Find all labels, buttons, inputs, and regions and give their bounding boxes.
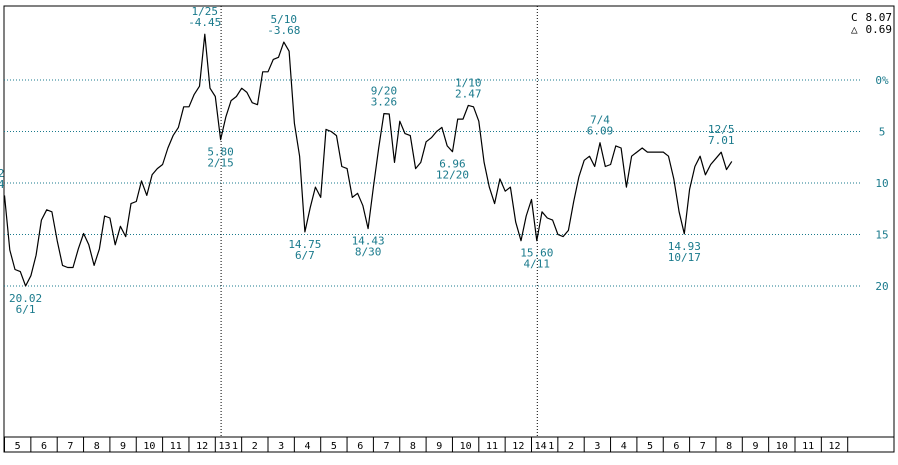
- x-tick-label-25: 6: [673, 441, 679, 452]
- x-tick-label-24: 5: [647, 441, 653, 452]
- annotation-11-line1: 7/4: [590, 114, 610, 127]
- legend: C 8.07 △ 0.69: [851, 11, 892, 36]
- annotation-3-line1: 5.80: [207, 146, 234, 159]
- annotation-4-line2: -3.68: [267, 24, 300, 37]
- x-tick-label-17: 10: [460, 441, 472, 452]
- x-year-label-1: 14: [535, 441, 547, 452]
- annotation-8-line1: 6.96: [439, 158, 466, 171]
- y-tick-label-0: 0%: [875, 74, 889, 87]
- annotation-5-line1: 14.75: [288, 238, 321, 251]
- legend-close-symbol: C: [851, 11, 858, 24]
- x-tick-label-19: 12: [512, 441, 524, 452]
- y-tick-label-4: 20: [875, 280, 888, 293]
- x-tick-label-8: 1: [232, 441, 238, 452]
- x-tick-label-21: 2: [568, 441, 574, 452]
- plot-border: [3, 5, 895, 453]
- annotation-6-line1: 14.43: [352, 235, 385, 248]
- x-tick-label-4: 9: [120, 441, 126, 452]
- series-line-0: [3, 33, 733, 287]
- x-tick-label-1: 6: [41, 441, 47, 452]
- legend-change-value: 0.69: [866, 23, 893, 36]
- annotation-9-line1: 1/10: [455, 76, 482, 89]
- annotation-2-line2: -4.45: [188, 16, 221, 29]
- annotation-9-line2: 2.47: [455, 87, 482, 100]
- annotation-12-line1: 14.93: [668, 240, 701, 253]
- x-tick-label-13: 6: [357, 441, 363, 452]
- annotation-12-line2: 10/17: [668, 251, 701, 264]
- x-tick-label-22: 3: [594, 441, 600, 452]
- x-tick-label-15: 8: [410, 441, 416, 452]
- annotation-13-line2: 7.01: [708, 134, 735, 147]
- x-tick-label-3: 8: [94, 441, 100, 452]
- x-tick-label-10: 3: [278, 441, 284, 452]
- x-tick-label-2: 7: [67, 441, 73, 452]
- y-tick-label-3: 15: [875, 229, 888, 242]
- x-tick-label-29: 10: [776, 441, 788, 452]
- x-axis-month-strip: 5 6 7 8 9 10 11 12 1 2 3 4 5 6 7 8 9 10 11 12 1 2 3 4 5 6 7 8 9 10 11 1…: [4, 437, 849, 452]
- annotation-0-line1: 5/2: [0, 167, 5, 180]
- legend-close-value: 8.07: [866, 11, 893, 24]
- series-line-group: [3, 33, 733, 287]
- x-tick-label-27: 8: [726, 441, 732, 452]
- grid-lines: [4, 6, 860, 437]
- x-tick-label-6: 11: [170, 441, 182, 452]
- x-tick-label-12: 5: [331, 441, 337, 452]
- x-year-label-0: 13: [218, 441, 230, 452]
- x-tick-label-16: 9: [436, 441, 442, 452]
- y-axis-ticks: 0% 5 10 15 20: [875, 74, 889, 293]
- x-tick-label-14: 7: [384, 441, 390, 452]
- x-tick-label-31: 12: [829, 441, 841, 452]
- annotation-5-line2: 6/7: [295, 249, 315, 262]
- y-tick-label-2: 10: [875, 177, 888, 190]
- annotation-6-line2: 8/30: [355, 246, 382, 259]
- chart-frame: [3, 5, 895, 453]
- x-tick-label-23: 4: [621, 441, 627, 452]
- annotation-10-line1: 15.60: [520, 247, 553, 260]
- x-tick-label-18: 11: [486, 441, 498, 452]
- annotation-10-line2: 4/11: [524, 258, 551, 271]
- annotation-group: 5/21.24 20.026/1 1/25-4.45 5.802/15 5/10-3.6…: [0, 5, 734, 316]
- x-tick-label-26: 7: [700, 441, 706, 452]
- x-tick-label-20: 1: [548, 441, 554, 452]
- annotation-7-line2: 3.26: [371, 96, 398, 109]
- annotation-4-line1: 5/10: [271, 13, 298, 26]
- annotation-0-line2: 1.24: [0, 178, 5, 191]
- x-tick-label-9: 2: [252, 441, 258, 452]
- y-tick-label-1: 5: [879, 126, 886, 139]
- x-tick-label-11: 4: [305, 441, 311, 452]
- annotation-1-line2: 6/1: [16, 303, 36, 316]
- x-tick-label-0: 5: [15, 441, 21, 452]
- x-tick-label-5: 10: [143, 441, 155, 452]
- annotation-3-line2: 2/15: [207, 157, 234, 170]
- annotation-1-line1: 20.02: [9, 292, 42, 305]
- annotation-2-line1: 1/25: [192, 5, 219, 18]
- annotation-11-line2: 6.09: [587, 125, 614, 138]
- legend-change-symbol: △: [851, 23, 858, 36]
- annotation-13-line1: 12/5: [708, 123, 735, 136]
- x-tick-label-30: 11: [802, 441, 814, 452]
- annotation-7-line1: 9/20: [371, 85, 398, 98]
- annotation-8-line2: 12/20: [436, 169, 469, 182]
- x-tick-label-7: 12: [196, 441, 208, 452]
- x-tick-label-28: 9: [752, 441, 758, 452]
